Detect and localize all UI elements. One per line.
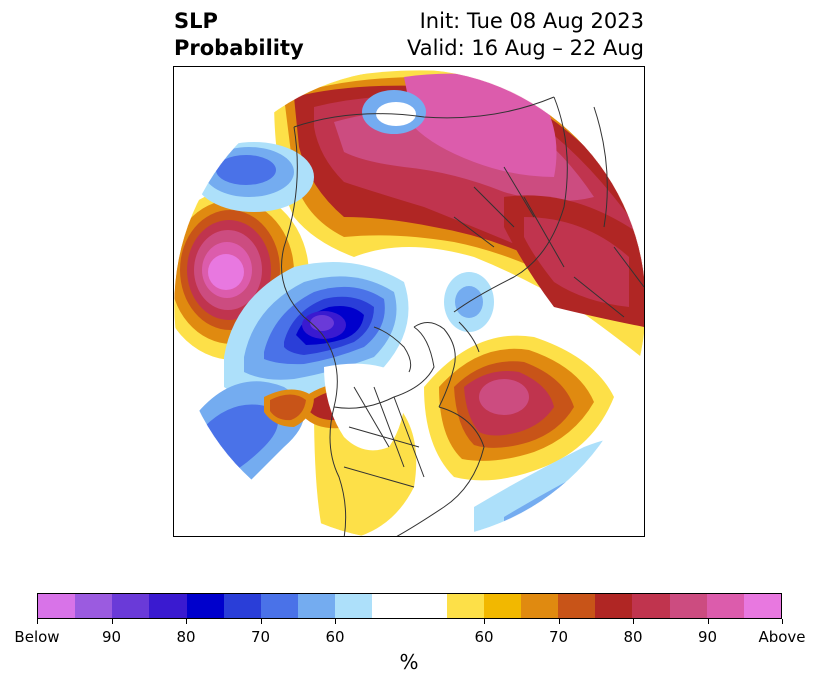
init-date: Init: Tue 08 Aug 2023 [419,9,644,33]
colorbar-segment-below-4 [186,594,224,618]
colorbar-segment-below-2 [112,594,150,618]
colorbar-segment-above-4 [595,594,633,618]
colorbar-segment-below-1 [75,594,113,618]
colorbar-tickmark [558,619,560,624]
colorbar-segment-above-5 [632,594,670,618]
colorbar-segment-below-6 [260,594,299,618]
colorbar-segment-below-5 [223,594,261,618]
colorbar-segment-below-8 [335,594,373,618]
colorbar-tick-label: 70 [548,628,569,646]
probability-colorbar [37,593,782,619]
colorbar-segment-above-7 [706,594,744,618]
colorbar-segment-above-2 [521,594,559,618]
colorbar-tickmark [186,619,187,624]
colorbar-tick-label: 60 [325,628,345,646]
colorbar-tick-label: Above [758,628,806,646]
colorbar-tickmark [633,619,634,624]
colorbar-tick-label: Below [14,628,60,646]
colorbar-segment-below-0 [38,594,76,618]
colorbar-tickmark [37,619,38,624]
colorbar-tick-label: 90 [697,628,718,646]
valid-range: Valid: 16 Aug – 22 Aug [406,36,644,60]
colorbar-tick-label: 60 [474,628,494,646]
colorbar-tick-label: 90 [101,628,122,646]
colorbar-segment-above-1 [483,594,522,618]
colorbar-tickmark [260,619,262,624]
colorbar-segment-above-6 [669,594,707,618]
colorbar-segment-below-7 [298,594,336,618]
colorbar-tick-label: 80 [623,628,643,646]
probability-shading [174,69,644,536]
projection-boundary [174,68,644,536]
map-title-right: Init: Tue 08 Aug 2023 Valid: 16 Aug – 22… [407,8,644,62]
colorbar-unit-label: % [399,650,419,674]
probability-map [173,66,645,537]
colorbar-tickmark [782,619,783,624]
colorbar-segment-above-8 [743,594,782,618]
colorbar-segment-neutral [372,594,447,618]
colorbar-tick-label: 70 [250,628,271,646]
title-probability: Probability [174,36,304,60]
colorbar-segment-below-3 [149,594,187,618]
title-variable: SLP [174,9,218,33]
colorbar-tickmark [335,619,336,624]
colorbar-segment-above-0 [446,594,484,618]
colorbar-tickmark [484,619,485,624]
polar-map-svg [174,68,644,536]
colorbar-segment-above-3 [558,594,596,618]
colorbar-tickmark [707,619,709,624]
colorbar-tickmark [111,619,113,624]
colorbar-tick-label: 80 [176,628,196,646]
map-title-left: SLP Probability [174,8,304,62]
coastlines [281,96,644,536]
